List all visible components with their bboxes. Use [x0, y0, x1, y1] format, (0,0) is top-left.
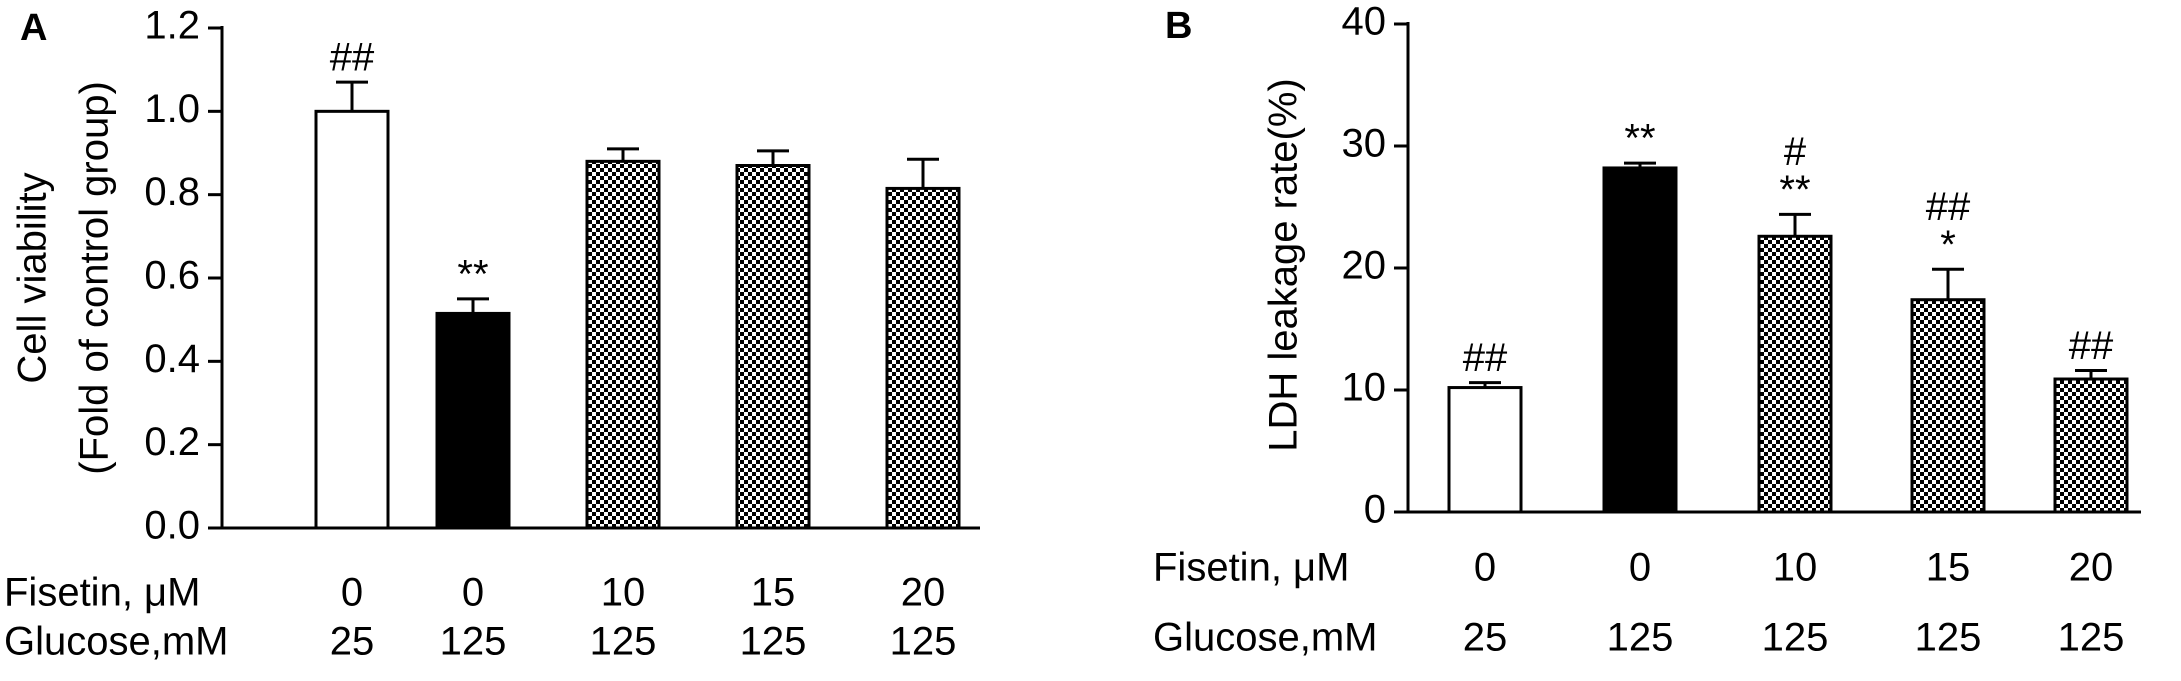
x-tick-label: 125: [740, 620, 807, 664]
y-tick-label: 10: [1342, 366, 1387, 410]
y-tick-label: 0.4: [144, 337, 200, 381]
row-label: Fisetin, μM: [4, 571, 200, 615]
y-tick-label: 0.6: [144, 254, 200, 298]
x-tick-label: 25: [1463, 616, 1508, 660]
x-tick-label: 125: [440, 620, 507, 664]
significance-label: ##: [1463, 336, 1508, 380]
x-tick-label: 25: [330, 620, 375, 664]
x-tick-label: 0: [1629, 546, 1651, 590]
bar: [885, 186, 961, 530]
significance-label: **: [1779, 168, 1810, 212]
x-tick-label: 10: [601, 571, 646, 615]
significance-label: ##: [2069, 324, 2114, 368]
y-tick-label: 0: [1364, 488, 1386, 532]
significance-label: ##: [1926, 185, 1971, 229]
bar: [435, 311, 511, 530]
panel-label: A: [20, 7, 47, 49]
x-tick-label: 10: [1773, 546, 1818, 590]
bar: [735, 164, 811, 530]
y-tick-label: 1.2: [144, 4, 200, 48]
x-tick-label: 125: [590, 620, 657, 664]
significance-label: **: [1624, 117, 1655, 161]
x-tick-label: 125: [1915, 616, 1982, 660]
y-axis-label: (Fold of control group): [73, 81, 117, 475]
panel-label: B: [1165, 5, 1192, 47]
x-tick-label: 125: [1607, 616, 1674, 660]
bar: [1447, 386, 1523, 514]
row-label: Glucose,mM: [1153, 616, 1378, 660]
bar: [1910, 298, 1986, 514]
significance-label: #: [1784, 130, 1807, 174]
row-label: Fisetin, μM: [1153, 546, 1349, 590]
y-axis-label: LDH leakage rate(%): [1262, 78, 1306, 452]
y-tick-label: 0.8: [144, 170, 200, 214]
y-tick-label: 20: [1342, 244, 1387, 288]
y-tick-label: 0.0: [144, 504, 200, 548]
x-tick-label: 125: [1762, 616, 1829, 660]
significance-label: **: [457, 252, 488, 296]
y-tick-label: 1.0: [144, 87, 200, 131]
x-tick-label: 20: [2069, 546, 2114, 590]
x-tick-label: 125: [2058, 616, 2125, 660]
x-tick-label: 20: [901, 571, 946, 615]
x-tick-label: 0: [462, 571, 484, 615]
x-tick-label: 15: [1926, 546, 1971, 590]
y-tick-label: 30: [1342, 122, 1387, 166]
significance-label: ##: [330, 36, 375, 80]
bar: [1757, 234, 1833, 514]
x-tick-label: 15: [751, 571, 796, 615]
bar: [1602, 166, 1678, 514]
bar: [2053, 377, 2129, 514]
bar: [314, 109, 390, 530]
x-tick-label: 0: [341, 571, 363, 615]
row-label: Glucose,mM: [4, 620, 229, 664]
bar: [585, 159, 661, 530]
significance-label: *: [1940, 223, 1956, 267]
y-tick-label: 0.2: [144, 420, 200, 464]
x-tick-label: 0: [1474, 546, 1496, 590]
x-tick-label: 125: [890, 620, 957, 664]
y-axis-label: Cell viability: [11, 172, 55, 383]
y-tick-label: 40: [1342, 0, 1387, 44]
